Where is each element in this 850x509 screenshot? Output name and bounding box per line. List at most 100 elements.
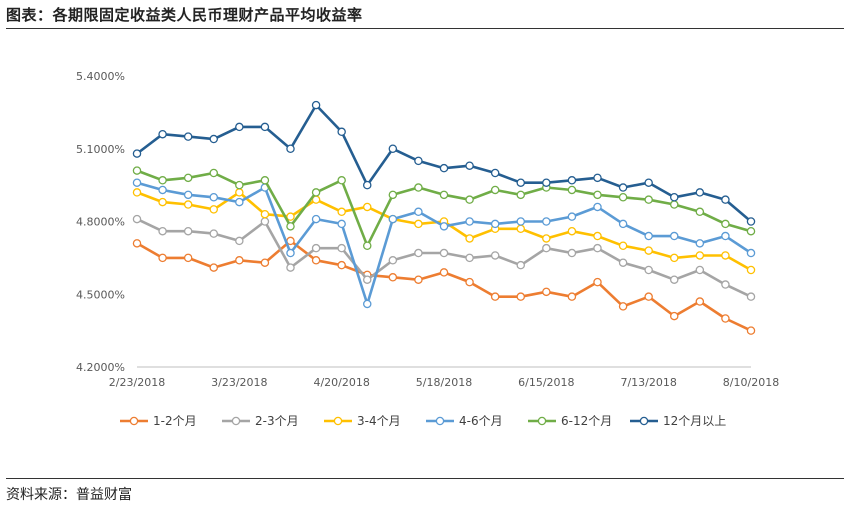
data-point bbox=[516, 224, 526, 234]
y-tick-label: 5.4000% bbox=[76, 70, 125, 83]
data-point bbox=[644, 231, 653, 241]
data-point bbox=[490, 251, 500, 260]
data-point bbox=[183, 253, 193, 263]
chart-title: 图表：各期限固定收益类人民币理财产品平均收益率 bbox=[6, 6, 363, 24]
data-point bbox=[235, 236, 244, 246]
data-point bbox=[286, 144, 295, 153]
data-point bbox=[235, 180, 244, 190]
data-point bbox=[132, 178, 142, 187]
data-point bbox=[311, 243, 321, 253]
data-point bbox=[260, 217, 270, 226]
data-point bbox=[670, 275, 679, 284]
data-point bbox=[132, 166, 142, 175]
data-point bbox=[439, 268, 449, 277]
data-point bbox=[746, 326, 756, 335]
data-point bbox=[618, 241, 628, 250]
data-point bbox=[158, 197, 167, 207]
data-point bbox=[567, 292, 577, 301]
data-point bbox=[260, 258, 270, 267]
data-point bbox=[209, 168, 218, 178]
data-point bbox=[542, 217, 551, 226]
data-point bbox=[311, 100, 321, 110]
data-point bbox=[132, 149, 142, 158]
data-point bbox=[158, 176, 167, 185]
data-point bbox=[132, 239, 142, 248]
legend-label: 6-12个月 bbox=[561, 414, 612, 428]
series-line bbox=[136, 217, 752, 298]
data-point bbox=[362, 202, 372, 212]
data-point bbox=[209, 134, 218, 144]
data-point bbox=[337, 176, 346, 185]
data-point bbox=[260, 209, 270, 219]
data-point bbox=[132, 214, 142, 224]
series-3 bbox=[132, 188, 756, 275]
legend-label: 2-3个月 bbox=[255, 414, 299, 428]
x-tick-label: 3/23/2018 bbox=[211, 376, 267, 389]
data-point bbox=[695, 207, 705, 217]
data-point bbox=[260, 122, 270, 132]
legend-marker bbox=[537, 416, 547, 426]
data-point bbox=[362, 275, 372, 284]
legend-label: 1-2个月 bbox=[153, 414, 197, 428]
data-point bbox=[311, 214, 321, 224]
data-point bbox=[158, 226, 167, 236]
data-point bbox=[132, 188, 142, 197]
data-point bbox=[439, 190, 449, 200]
data-point bbox=[644, 178, 653, 187]
data-point bbox=[183, 132, 193, 141]
data-point bbox=[158, 185, 167, 195]
data-point bbox=[183, 190, 193, 200]
data-point bbox=[388, 214, 398, 224]
data-point bbox=[465, 277, 474, 287]
data-point bbox=[593, 190, 602, 200]
data-point bbox=[516, 178, 526, 187]
legend-marker bbox=[435, 416, 445, 426]
data-point bbox=[311, 188, 321, 197]
data-point bbox=[542, 178, 551, 187]
data-point bbox=[695, 239, 705, 248]
data-point bbox=[183, 173, 193, 183]
data-point bbox=[209, 229, 218, 238]
data-point bbox=[618, 302, 628, 311]
data-point bbox=[337, 127, 346, 137]
data-point bbox=[746, 265, 756, 275]
data-point bbox=[388, 273, 398, 282]
y-tick-label: 4.5000% bbox=[76, 288, 125, 301]
x-tick-label: 8/10/2018 bbox=[723, 376, 779, 389]
data-point bbox=[414, 219, 423, 229]
data-point bbox=[721, 251, 730, 260]
legend-label: 4-6个月 bbox=[459, 414, 503, 428]
data-point bbox=[746, 217, 756, 226]
data-point bbox=[286, 212, 295, 221]
data-point bbox=[516, 260, 526, 270]
data-point bbox=[516, 217, 526, 226]
data-point bbox=[618, 258, 628, 267]
data-point bbox=[388, 256, 398, 265]
legend-label: 12个月以上 bbox=[663, 414, 726, 428]
data-point bbox=[593, 173, 602, 183]
legend-item: 12个月以上 bbox=[630, 414, 726, 428]
data-point bbox=[721, 280, 730, 289]
x-tick-label: 4/20/2018 bbox=[313, 376, 369, 389]
data-point bbox=[644, 246, 653, 255]
data-point bbox=[567, 226, 577, 236]
data-point bbox=[567, 176, 577, 185]
data-point bbox=[362, 241, 372, 250]
data-point bbox=[644, 292, 653, 301]
data-point bbox=[618, 192, 628, 202]
data-point bbox=[593, 231, 602, 241]
data-point bbox=[337, 243, 346, 253]
source-note: 资料来源：普益财富 bbox=[6, 487, 132, 503]
data-point bbox=[465, 161, 474, 170]
data-point bbox=[158, 129, 167, 139]
data-point bbox=[209, 192, 218, 202]
x-tick-label: 7/13/2018 bbox=[620, 376, 676, 389]
data-point bbox=[388, 190, 398, 200]
data-point bbox=[695, 251, 705, 260]
data-point bbox=[209, 205, 218, 214]
data-point bbox=[593, 277, 602, 287]
y-tick-label: 4.8000% bbox=[76, 216, 125, 229]
data-point bbox=[439, 163, 449, 173]
data-point bbox=[542, 287, 551, 297]
data-point bbox=[362, 180, 372, 190]
